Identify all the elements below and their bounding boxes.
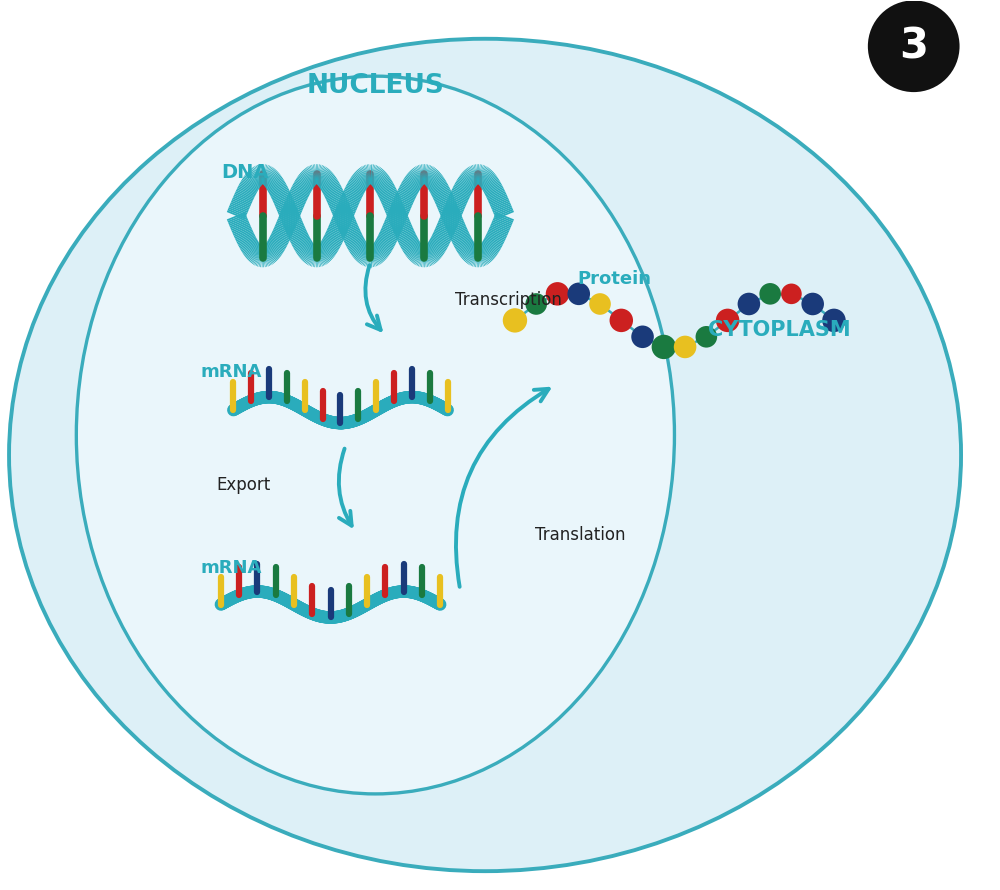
Text: Transcription: Transcription — [455, 291, 562, 310]
Ellipse shape — [76, 77, 674, 794]
Text: Export: Export — [216, 476, 270, 494]
Text: Protein: Protein — [578, 270, 652, 287]
Circle shape — [868, 0, 960, 92]
Point — [826, 313, 842, 328]
Text: NUCLEUS: NUCLEUS — [306, 73, 444, 99]
Point — [677, 340, 693, 354]
Point — [656, 340, 672, 354]
Text: Translation: Translation — [535, 526, 625, 544]
Point — [571, 287, 587, 301]
Text: 3: 3 — [899, 25, 928, 68]
Point — [549, 287, 565, 301]
Ellipse shape — [9, 39, 961, 871]
Point — [698, 329, 714, 344]
Point — [805, 297, 821, 311]
Point — [507, 313, 523, 328]
Text: DNA: DNA — [221, 164, 268, 182]
Text: mRNA: mRNA — [201, 559, 262, 577]
Point — [613, 313, 629, 328]
Point — [720, 313, 736, 328]
Point — [762, 287, 778, 301]
Text: CYTOPLASM: CYTOPLASM — [708, 320, 850, 340]
Point — [783, 287, 799, 301]
Text: mRNA: mRNA — [201, 363, 262, 381]
Point — [592, 297, 608, 311]
Point — [635, 329, 651, 344]
Point — [741, 297, 757, 311]
Point — [528, 297, 544, 311]
